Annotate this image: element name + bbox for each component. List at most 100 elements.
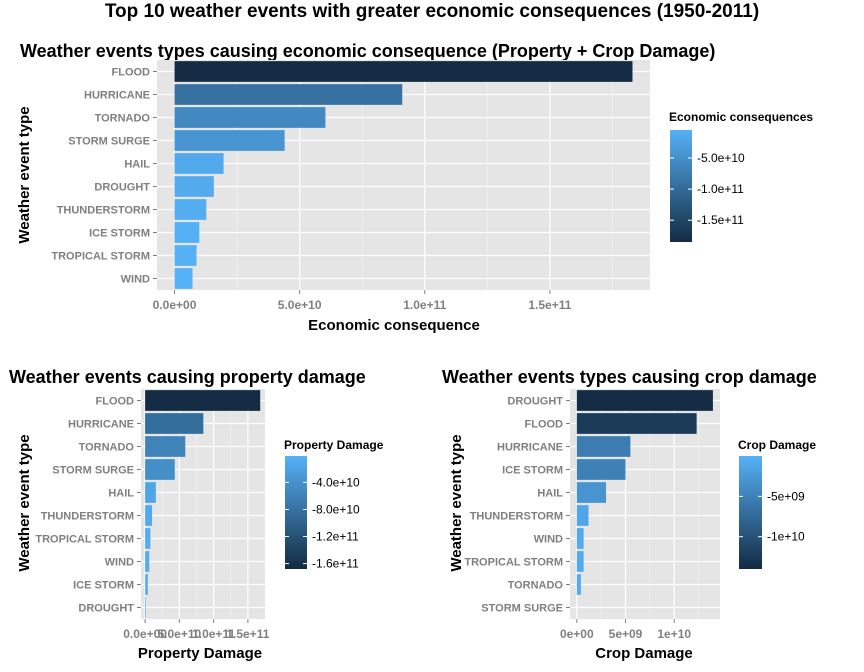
y-tick-label: HAIL [124, 159, 150, 171]
y-tick-label: FLOOD [96, 396, 135, 408]
y-tick-label: HURRICANE [84, 90, 150, 102]
bar [174, 245, 197, 266]
legend-colorbar [285, 456, 307, 569]
bar [174, 199, 207, 220]
y-tick-label: HAIL [108, 488, 134, 500]
y-tick-label: TROPICAL STORM [464, 557, 563, 569]
x-tick-label: 1.0e+11 [403, 298, 446, 312]
legend-tick-label: -4.0e+10 [312, 475, 360, 489]
legend-tick-label: -5e+09 [767, 489, 805, 503]
chart-title: Weather events causing property damage [9, 367, 366, 387]
y-tick-label: ICE STORM [502, 465, 563, 477]
y-tick-label: TORNADO [95, 113, 151, 125]
x-tick-label: 1.0e+11 [192, 627, 235, 641]
y-tick-label: TROPICAL STORM [35, 534, 134, 546]
y-tick-label: ICE STORM [73, 580, 134, 592]
legend-tick-label: -1.5e+11 [697, 213, 744, 227]
y-tick-label: DROUGHT [94, 182, 150, 194]
bar [145, 597, 146, 618]
legend-tick-label: -1.2e+11 [312, 530, 359, 544]
y-tick-label: HURRICANE [497, 442, 563, 454]
y-tick-label: WIND [534, 534, 563, 546]
bar [145, 413, 204, 434]
bar [576, 436, 631, 457]
bar [576, 574, 581, 595]
bar [145, 528, 151, 549]
legend-tick-label: -1.6e+11 [312, 557, 359, 571]
legend-tick-label: -1.0e+11 [697, 182, 744, 196]
bar [174, 222, 200, 243]
bar [576, 482, 607, 503]
y-tick-label: HAIL [537, 488, 563, 500]
chart-title: Weather events types causing crop damage [442, 367, 817, 387]
y-tick-label: ICE STORM [89, 228, 150, 240]
chart-title: Weather events types causing economic co… [20, 41, 715, 61]
y-tick-label: DROUGHT [78, 603, 134, 615]
y-tick-label: TROPICAL STORM [51, 251, 150, 263]
chart-1: Weather events types causing economic co… [16, 41, 813, 334]
legend-title: Economic consequences [669, 110, 813, 124]
y-tick-label: STORM SURGE [52, 465, 134, 477]
y-tick-label: TORNADO [508, 580, 564, 592]
legend-title: Property Damage [284, 438, 384, 452]
x-tick-label: 1.5e+11 [226, 627, 269, 641]
legend-colorbar [670, 130, 692, 242]
x-tick-label: 0e+00 [560, 627, 594, 641]
y-tick-label: THUNDERSTORM [57, 205, 150, 217]
bar [174, 61, 633, 82]
y-tick-label: DROUGHT [507, 396, 563, 408]
main-title: Top 10 weather events with greater econo… [104, 1, 760, 22]
legend-tick-label: -1e+10 [767, 530, 805, 544]
y-tick-label: STORM SURGE [481, 603, 563, 615]
x-tick-label: 0.0e+00 [153, 298, 197, 312]
bar [174, 84, 403, 105]
bar [174, 107, 326, 128]
x-tick-label: 5.0e+10 [278, 298, 322, 312]
x-tick-label: 0.0e+00 [123, 627, 167, 641]
bar [174, 153, 224, 174]
bar [145, 390, 261, 411]
bar [576, 528, 584, 549]
bar [576, 459, 626, 480]
bar [145, 436, 186, 457]
bar [174, 268, 193, 289]
bar [576, 413, 697, 434]
y-axis-label: Weather event type [16, 434, 33, 571]
x-axis-label: Economic consequence [308, 317, 480, 334]
legend-colorbar [739, 456, 762, 569]
y-tick-label: FLOOD [112, 67, 151, 79]
y-tick-label: WIND [105, 557, 134, 569]
bar [145, 459, 175, 480]
y-tick-label: TORNADO [79, 442, 135, 454]
bar [145, 574, 148, 595]
x-tick-label: 5.0e+10 [158, 627, 202, 641]
x-tick-label: 1e+10 [657, 627, 691, 641]
bar [174, 176, 214, 197]
y-axis-label: Weather event type [16, 106, 33, 243]
x-axis-label: Property Damage [138, 645, 262, 662]
y-tick-label: THUNDERSTORM [41, 511, 134, 523]
bar [576, 551, 584, 572]
y-axis-label: Weather event type [448, 434, 465, 571]
bar [174, 130, 285, 151]
y-tick-label: FLOOD [525, 419, 564, 431]
y-tick-label: THUNDERSTORM [470, 511, 563, 523]
bar [145, 551, 150, 572]
x-tick-label: 5e+09 [609, 627, 643, 641]
y-tick-label: WIND [121, 274, 150, 286]
bar [145, 505, 153, 526]
chart-3: Weather events types causing crop damage… [442, 367, 817, 662]
bar [145, 482, 156, 503]
x-axis-label: Crop Damage [595, 645, 693, 662]
legend-tick-label: -5.0e+10 [697, 151, 745, 165]
bar [576, 505, 589, 526]
x-tick-label: 1.5e+11 [528, 298, 571, 312]
bar [576, 390, 713, 411]
y-tick-label: HURRICANE [68, 419, 134, 431]
chart-2: Weather events causing property damage FL… [9, 367, 384, 662]
y-tick-label: STORM SURGE [68, 136, 150, 148]
legend-title: Crop Damage [738, 438, 816, 452]
legend-tick-label: -8.0e+10 [312, 502, 360, 516]
